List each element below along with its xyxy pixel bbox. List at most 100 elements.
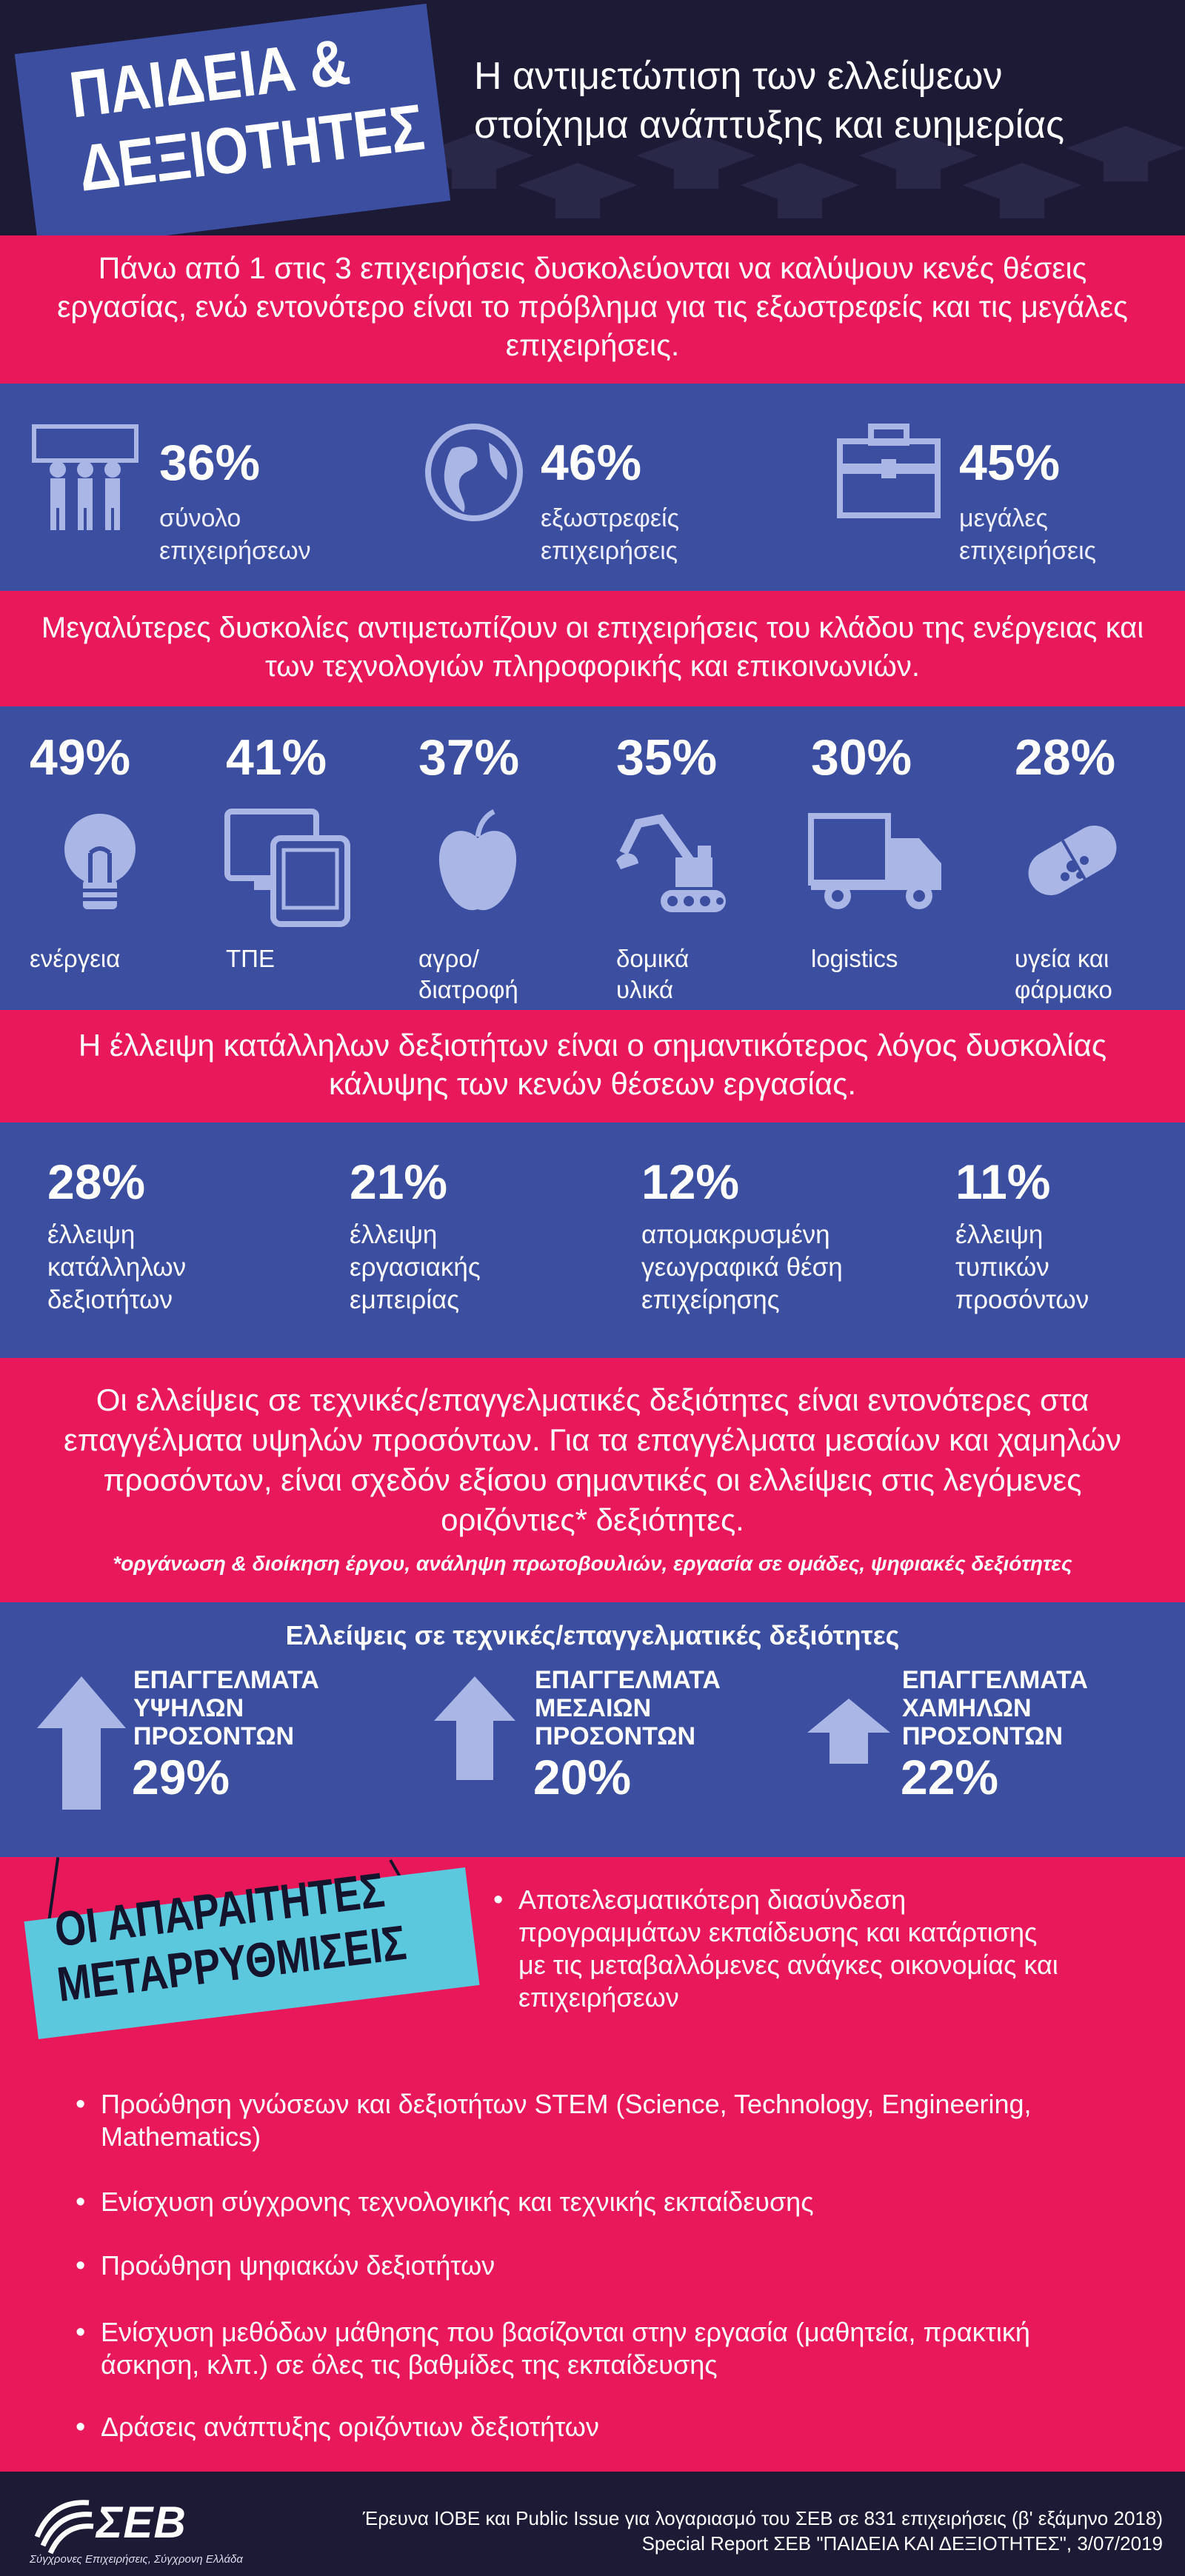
- reform-line: Ενίσχυση μεθόδων μάθησης που βασίζονται …: [101, 2317, 1030, 2347]
- globe-icon: [425, 424, 523, 521]
- level-name: ΕΠΑΓΓΕΛΜΑΤΑ ΧΑΜΗΛΩΝ ΠΡΟΣΟΝΤΩΝ: [902, 1666, 1088, 1750]
- level-high: ΕΠΑΓΓΕΛΜΑΤΑ ΥΨΗΛΩΝ ΠΡΟΣΟΝΤΩΝ 29%: [37, 1662, 407, 1854]
- reason-item: 12% απομακρυσμένη γεωγραφικά θέση επιχεί…: [641, 1152, 952, 1317]
- briefcase-icon: [837, 424, 941, 518]
- sector-label: logistics: [811, 943, 898, 974]
- arrow-up-medium-icon: [434, 1676, 515, 1780]
- lightbulb-icon: [64, 814, 136, 909]
- header: ΠΑΙΔΕΙΑ & ΔΕΞΙΟΤΗΤΕΣ Η αντιμετώπιση των …: [0, 0, 1185, 235]
- sector-label: υγεία και φάρμακο: [1015, 943, 1112, 1006]
- seb-logo: ΣΕΒ Σύγχρονες Επιχειρήσεις, Σύγχρονη Ελλ…: [30, 2486, 281, 2568]
- sector-energy: 49% ενέργεια: [30, 729, 200, 1010]
- reason-percent: 28%: [47, 1154, 146, 1209]
- reform-line: Προώθηση γνώσεων και δεξιοτήτων STEM (Sc…: [101, 2089, 1032, 2119]
- skills-band: Οι ελλείψεις σε τεχνικές/επαγγελματικές …: [0, 1358, 1185, 1602]
- reason-label-line: έλλειψη: [47, 1220, 136, 1249]
- intro-text: Πάνω από 1 στις 3 επιχειρήσεις δυσκολεύο…: [57, 251, 1128, 362]
- sector-logistics: 30% logistics: [808, 729, 981, 1010]
- seb-logo-text: ΣΕΒ: [96, 2498, 187, 2547]
- sector-label: ενέργεια: [30, 943, 120, 974]
- stat-export: 46% εξωστρεφείς επιχειρήσεις: [422, 413, 792, 576]
- reason-label: έλλειψη εργασιακής εμπειρίας: [350, 1219, 661, 1317]
- reason-label-line: εργασιακής: [350, 1253, 481, 1282]
- seb-logo-mark-icon: [34, 2500, 94, 2555]
- subtitle-line-1: Η αντιμετώπιση των ελλείψεων: [474, 55, 1003, 98]
- level-percent: 20%: [533, 1750, 632, 1804]
- excavator-icon: [616, 814, 726, 912]
- sector-percent: 37%: [418, 729, 520, 786]
- truck-icon: [808, 813, 941, 909]
- reason-percent: 12%: [641, 1154, 740, 1209]
- level-name-line: ΠΡΟΣΟΝΤΩΝ: [902, 1722, 1064, 1750]
- sector-label-line: υλικά: [616, 976, 674, 1003]
- sector-label-line: ΤΠΕ: [226, 945, 275, 972]
- level-percent: 22%: [901, 1750, 999, 1804]
- reform-line: προγραμμάτων εκπαίδευσης και κατάρτισης: [518, 1917, 1038, 1947]
- pill-icon: [1028, 826, 1117, 895]
- stat-label-line: επιχειρήσεις: [541, 537, 678, 565]
- sector-label: ΤΠΕ: [226, 943, 275, 974]
- reasons-band: Η έλλειψη κατάλληλων δεξιοτήτων είναι ο …: [0, 1010, 1185, 1123]
- sector-label-line: δομικά: [616, 945, 690, 972]
- levels-title: Ελλείψεις σε τεχνικές/επαγγελματικές δεξ…: [285, 1620, 900, 1650]
- reform-item: Προώθηση ψηφιακών δεξιοτήτων: [76, 2249, 1160, 2282]
- reason-label-line: απομακρυσμένη: [641, 1220, 830, 1249]
- level-name-line: ΕΠΑΓΓΕΛΜΑΤΑ: [902, 1666, 1088, 1694]
- levels-section: Ελλείψεις σε τεχνικές/επαγγελματικές δεξ…: [0, 1602, 1185, 1857]
- stat-label: μεγάλες επιχειρήσεις: [959, 502, 1096, 567]
- sector-label-line: υγεία και: [1015, 945, 1109, 972]
- reform-item: Αποτελεσματικότερη διασύνδεση προγραμμάτ…: [493, 1884, 1155, 2014]
- reason-percent: 21%: [350, 1154, 448, 1209]
- level-name-line: ΥΨΗΛΩΝ: [133, 1694, 244, 1722]
- reasons-stats: 28% έλλειψη κατάλληλων δεξιοτήτων 21% έλ…: [0, 1123, 1185, 1358]
- stat-label-line: σύνολο: [159, 504, 241, 532]
- reason-label-line: έλλειψη: [955, 1220, 1044, 1249]
- reason-label-line: επιχείρησης: [641, 1285, 780, 1314]
- stat-label: εξωστρεφείς επιχειρήσεις: [541, 502, 679, 567]
- reform-item: Ενίσχυση μεθόδων μάθησης που βασίζονται …: [76, 2316, 1160, 2381]
- reform-line: Mathematics): [101, 2121, 261, 2152]
- sector-health: 28% υγεία και φάρμακο: [1015, 729, 1185, 1010]
- level-name-line: ΕΠΑΓΓΕΛΜΑΤΑ: [535, 1666, 721, 1694]
- sector-ict: 41% ΤΠΕ: [224, 729, 396, 1010]
- reason-label: έλλειψη κατάλληλων δεξιοτήτων: [47, 1219, 358, 1317]
- reform-item: Ενίσχυση σύγχρονης τεχνολογικής και τεχν…: [76, 2186, 1160, 2218]
- stat-total: 36% σύνολο επιχειρήσεων: [30, 413, 400, 576]
- sector-construction: 35% δομικά υλικά: [616, 729, 787, 1010]
- stat-large: 45% μεγάλες επιχειρήσεις: [837, 413, 1185, 576]
- stat-percent: 45%: [959, 435, 1061, 491]
- devices-icon: [224, 809, 350, 927]
- reason-item: 11% έλλειψη τυπικών προσόντων: [955, 1152, 1185, 1317]
- sector-label-line: αγρο/: [418, 945, 479, 972]
- reason-percent: 11%: [955, 1154, 1051, 1209]
- stat-label: σύνολο επιχειρήσεων: [159, 502, 311, 567]
- reason-label-line: τυπικών: [955, 1253, 1049, 1282]
- header-subtitle: Η αντιμετώπιση των ελλείψεων στοίχημα αν…: [474, 52, 1170, 150]
- level-name-line: ΕΠΑΓΓΕΛΜΑΤΑ: [133, 1666, 319, 1694]
- stat-label-line: εξωστρεφείς: [541, 504, 679, 532]
- subtitle-line-2: στοίχημα ανάπτυξης και ευημερίας: [474, 104, 1065, 147]
- stat-percent: 46%: [541, 435, 642, 491]
- reform-line: άσκηση, κλπ.) σε όλες τις βαθμίδες της ε…: [101, 2349, 718, 2380]
- reform-line: με τις μεταβαλλόμενες ανάγκες οικονομίας…: [518, 1950, 1058, 1980]
- reason-item: 28% έλλειψη κατάλληλων δεξιοτήτων: [47, 1152, 358, 1317]
- sector-text: Μεγαλύτερες δυσκολίες αντιμετωπίζουν οι …: [41, 612, 1144, 683]
- stat-percent: 36%: [159, 435, 261, 491]
- reason-label-line: έλλειψη: [350, 1220, 438, 1249]
- source-line: Έρευνα ΙΟΒΕ και Public Issue για λογαρια…: [362, 2507, 1163, 2529]
- sector-stats: 49% ενέργεια 41% ΤΠΕ: [0, 706, 1185, 1010]
- reason-item: 21% έλλειψη εργασιακής εμπειρίας: [350, 1152, 661, 1317]
- reason-label-line: δεξιοτήτων: [47, 1285, 173, 1314]
- reason-label: απομακρυσμένη γεωγραφικά θέση επιχείρηση…: [641, 1219, 952, 1317]
- reason-label-line: γεωγραφικά θέση: [641, 1253, 843, 1282]
- footnote: *οργάνωση & διοίκηση έργου, ανάληψη πρωτ…: [113, 1552, 1072, 1575]
- level-name: ΕΠΑΓΓΕΛΜΑΤΑ ΥΨΗΛΩΝ ΠΡΟΣΟΝΤΩΝ: [133, 1666, 319, 1750]
- level-low: ΕΠΑΓΓΕΛΜΑΤΑ ΧΑΜΗΛΩΝ ΠΡΟΣΟΝΤΩΝ 22%: [807, 1662, 1178, 1854]
- sector-percent: 41%: [226, 729, 327, 786]
- reform-line: Αποτελεσματικότερη διασύνδεση: [518, 1884, 907, 1915]
- reason-label: έλλειψη τυπικών προσόντων: [955, 1219, 1185, 1317]
- reason-label-line: κατάλληλων: [47, 1253, 187, 1282]
- reforms-section: ΟΙ ΑΠΑΡΑΙΤΗΤΕΣ ΜΕΤΑΡΡΥΘΜΙΣΕΙΣ Αποτελεσμα…: [0, 1857, 1185, 2472]
- reason-label-line: εμπειρίας: [350, 1285, 460, 1314]
- sector-label: δομικά υλικά: [616, 943, 689, 1006]
